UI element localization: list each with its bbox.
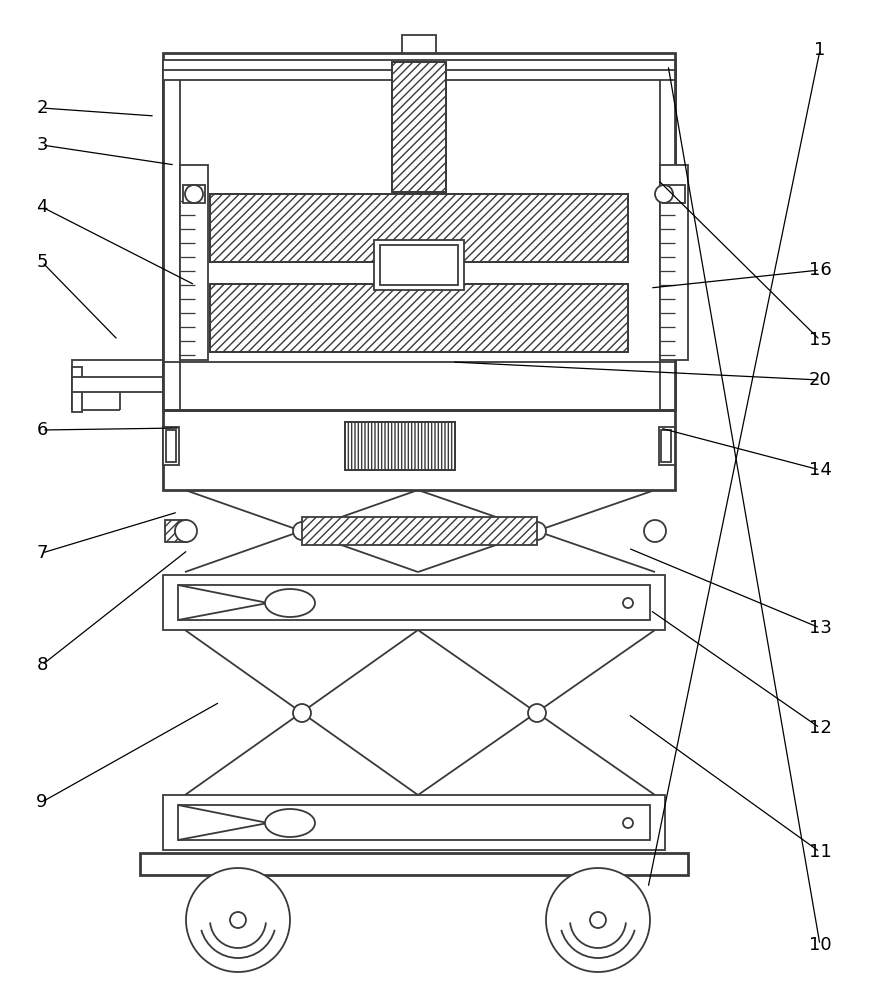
Circle shape (528, 522, 546, 540)
Bar (210, 284, 628, 352)
Bar (72, 377, 172, 392)
Bar (165, 520, 187, 542)
Text: 11: 11 (809, 843, 831, 861)
Text: 10: 10 (809, 936, 831, 954)
Circle shape (293, 704, 311, 722)
Circle shape (185, 185, 203, 203)
Circle shape (655, 185, 673, 203)
Circle shape (546, 868, 650, 972)
Bar (374, 240, 464, 290)
Text: 14: 14 (809, 461, 832, 479)
Text: 20: 20 (809, 371, 831, 389)
Text: 7: 7 (36, 544, 48, 562)
Ellipse shape (265, 589, 315, 617)
Bar (163, 427, 179, 465)
Bar (392, 62, 446, 192)
Circle shape (186, 868, 290, 972)
Bar (663, 185, 685, 203)
Bar (210, 284, 628, 352)
Circle shape (623, 818, 633, 828)
Bar (163, 795, 665, 850)
Bar (72, 360, 177, 380)
Text: 4: 4 (36, 198, 48, 216)
Bar (163, 575, 665, 630)
Text: 6: 6 (36, 421, 48, 439)
Bar (183, 185, 205, 203)
Text: 13: 13 (809, 619, 832, 637)
Circle shape (230, 912, 246, 928)
Bar (345, 422, 455, 470)
Text: 5: 5 (36, 253, 48, 271)
Text: 12: 12 (809, 719, 832, 737)
Bar (659, 427, 675, 465)
Bar (178, 585, 650, 620)
Text: 2: 2 (36, 99, 48, 117)
Bar (163, 60, 675, 80)
Ellipse shape (265, 809, 315, 837)
Circle shape (293, 522, 311, 540)
Bar (220, 862, 256, 880)
Bar (402, 35, 436, 53)
Bar (210, 194, 628, 262)
Bar (166, 430, 176, 462)
Bar (580, 862, 616, 880)
Circle shape (590, 912, 606, 928)
Bar (661, 430, 671, 462)
Text: 1: 1 (814, 41, 826, 59)
Circle shape (623, 598, 633, 608)
Bar (178, 805, 650, 840)
Circle shape (644, 520, 666, 542)
Text: 15: 15 (809, 331, 832, 349)
Bar (163, 53, 675, 68)
Bar (163, 60, 675, 410)
Bar (140, 853, 688, 875)
Bar (380, 245, 458, 285)
Bar (345, 422, 455, 470)
Text: 8: 8 (36, 656, 48, 674)
Bar (163, 410, 675, 490)
Text: 3: 3 (36, 136, 48, 154)
Bar (392, 62, 446, 192)
Circle shape (528, 704, 546, 722)
Circle shape (175, 520, 197, 542)
Bar (660, 165, 688, 360)
Bar (302, 517, 537, 545)
Bar (72, 367, 82, 412)
Text: 9: 9 (36, 793, 48, 811)
Bar (180, 165, 208, 360)
Bar (210, 194, 628, 262)
Text: 16: 16 (809, 261, 831, 279)
